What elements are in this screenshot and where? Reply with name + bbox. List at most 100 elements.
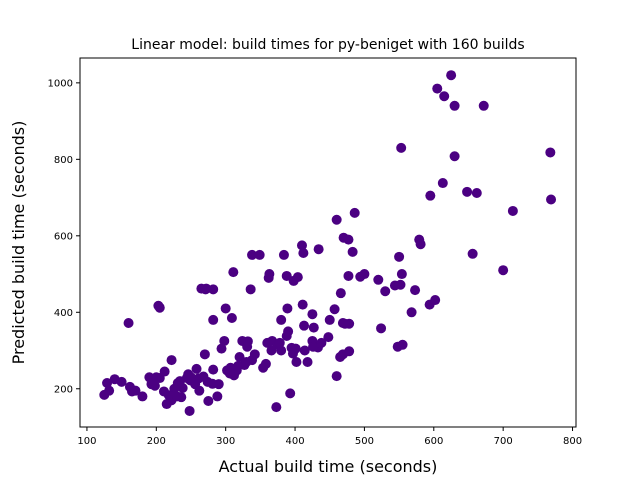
data-point [282, 303, 293, 314]
chart-title: Linear model: build times for py-beniget… [131, 37, 524, 53]
data-point [200, 284, 211, 295]
data-point [437, 178, 448, 189]
data-point [307, 309, 318, 320]
data-point [478, 100, 489, 111]
data-point [228, 267, 239, 278]
plot-frame [79, 57, 577, 428]
data-point [546, 194, 557, 205]
data-point [430, 295, 441, 306]
data-point [288, 275, 299, 286]
data-point [242, 336, 253, 347]
data-point [249, 349, 260, 360]
data-point [545, 147, 556, 158]
data-point [380, 286, 391, 297]
data-point [343, 234, 354, 245]
data-point [471, 187, 482, 198]
data-point [406, 307, 417, 318]
data-point [287, 348, 298, 359]
data-point [299, 320, 310, 331]
data-point [208, 364, 219, 375]
y-tick-label: 400 [54, 308, 73, 319]
data-point [266, 345, 277, 356]
x-tick-label: 300 [216, 436, 235, 447]
data-point [185, 372, 196, 383]
data-point [331, 214, 342, 225]
data-point [335, 352, 346, 363]
data-point [278, 249, 289, 260]
data-point [462, 186, 473, 197]
data-point [337, 317, 348, 328]
x-axis-label: Actual build time (seconds) [219, 457, 438, 476]
data-point [219, 335, 230, 346]
data-point [174, 376, 185, 387]
data-point [234, 352, 245, 363]
data-point [316, 337, 327, 348]
data-point [241, 356, 252, 367]
data-point [109, 374, 120, 385]
data-point [394, 251, 405, 262]
data-point [449, 100, 460, 111]
data-point [425, 190, 436, 201]
y-tick-label: 200 [54, 384, 73, 395]
data-point [396, 142, 407, 153]
data-point [331, 371, 342, 382]
data-point [291, 356, 302, 367]
x-tick-label: 800 [563, 436, 582, 447]
data-point [144, 372, 155, 383]
data-point [449, 151, 460, 162]
data-point [224, 368, 235, 379]
x-tick-label: 200 [147, 436, 166, 447]
data-point [296, 240, 307, 251]
x-tick-label: 700 [494, 436, 513, 447]
data-point [263, 272, 274, 283]
data-point [467, 248, 478, 259]
data-point [102, 378, 113, 389]
data-point [389, 280, 400, 291]
data-point [299, 345, 310, 356]
data-point [191, 363, 202, 374]
data-point [283, 326, 294, 337]
data-point [396, 269, 407, 280]
data-point [329, 304, 340, 315]
data-point [226, 313, 237, 324]
data-point [159, 366, 170, 377]
data-point [302, 356, 313, 367]
y-axis-label: Predicted build time (seconds) [9, 121, 28, 365]
data-point [220, 303, 231, 314]
x-tick-label: 100 [77, 436, 96, 447]
data-point [313, 244, 324, 255]
y-tick-label: 800 [54, 155, 73, 166]
x-tick-label: 600 [424, 436, 443, 447]
data-point [166, 355, 177, 366]
data-point [432, 83, 443, 94]
data-point [355, 271, 366, 282]
data-point [169, 383, 180, 394]
data-point [184, 405, 195, 416]
x-tick-label: 500 [355, 436, 374, 447]
data-point [271, 402, 282, 413]
data-point [343, 270, 354, 281]
data-point [410, 285, 421, 296]
y-tick-label: 1000 [48, 78, 73, 89]
data-point [308, 322, 319, 333]
data-point [161, 399, 172, 410]
data-point [446, 70, 457, 81]
data-point [194, 385, 205, 396]
data-point [172, 391, 183, 402]
data-point [151, 372, 162, 383]
data-point [376, 323, 387, 334]
data-point [507, 205, 518, 216]
data-point [347, 246, 358, 257]
data-point [154, 302, 165, 313]
data-point [285, 388, 296, 399]
data-point [245, 284, 256, 295]
data-points [99, 70, 557, 416]
data-point [262, 337, 273, 348]
data-point [297, 299, 308, 310]
data-point [324, 314, 335, 325]
data-point [208, 314, 219, 325]
data-point [137, 391, 148, 402]
data-point [127, 386, 138, 397]
data-point [349, 207, 360, 218]
